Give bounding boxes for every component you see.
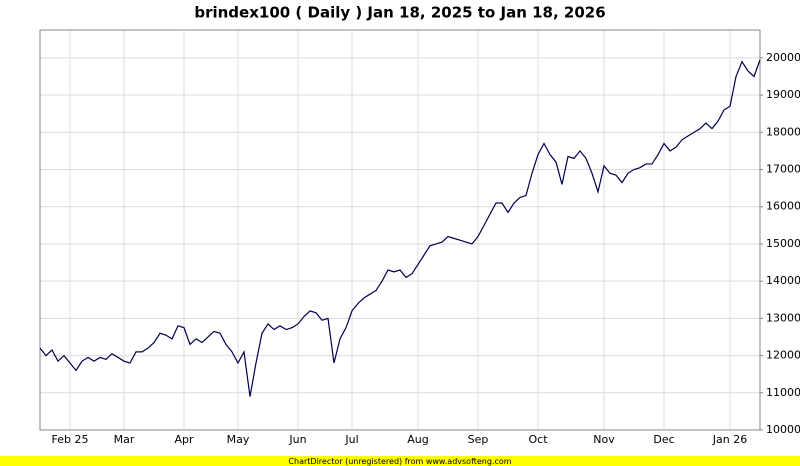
x-tick-label: Aug (407, 433, 428, 446)
x-tick-label: Jan 26 (712, 433, 747, 446)
x-tick-label: Apr (174, 433, 194, 446)
y-tick-label: 16000 (766, 200, 800, 213)
y-tick-label: 10000 (766, 423, 800, 436)
x-tick-label: Dec (653, 433, 674, 446)
footer: ChartDirector (unregistered) from www.ad… (288, 457, 511, 466)
y-tick-label: 12000 (766, 349, 800, 362)
y-tick-label: 18000 (766, 125, 800, 138)
y-tick-label: 15000 (766, 237, 800, 250)
x-tick-label: Oct (528, 433, 548, 446)
y-tick-label: 20000 (766, 51, 800, 64)
x-tick-label: Feb 25 (52, 433, 89, 446)
x-tick-label: Sep (468, 433, 489, 446)
x-tick-label: May (227, 433, 250, 446)
y-tick-label: 13000 (766, 311, 800, 324)
y-tick-label: 11000 (766, 386, 800, 399)
x-tick-label: Jun (288, 433, 306, 446)
line (39, 59, 761, 397)
x-tick-label: Jul (344, 433, 358, 446)
x-tick-label: Nov (593, 433, 615, 446)
y-tick-label: 14000 (766, 274, 800, 287)
y-tick-label: 17000 (766, 163, 800, 176)
x-tick-label: Mar (114, 433, 135, 446)
chart-title: brindex100 ( Daily ) Jan 18, 2025 to Jan… (194, 4, 605, 22)
footer-bar (0, 456, 800, 466)
y-tick-label: 19000 (766, 88, 800, 101)
plot-border (39, 29, 761, 431)
